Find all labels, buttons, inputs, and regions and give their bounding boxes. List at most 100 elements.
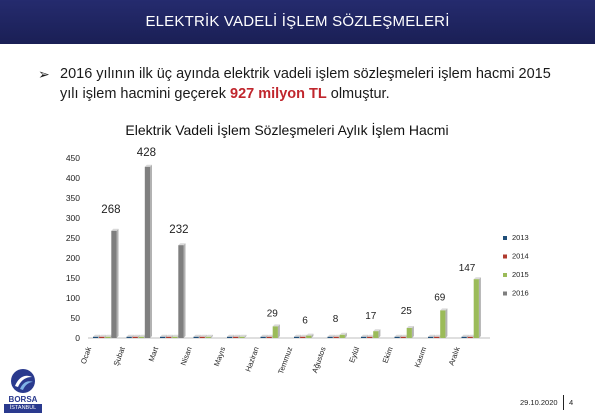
bar-2013-Nisan: [193, 336, 199, 338]
x-tick-label: Temmuz: [276, 345, 294, 375]
bar-top: [105, 334, 113, 337]
legend-swatch-2016: [503, 291, 507, 296]
legend-swatch-2015: [503, 273, 507, 277]
bar-2016-Şubat: [144, 166, 150, 338]
bar-shadow: [137, 334, 140, 338]
data-label: 8: [333, 314, 339, 325]
x-tick-label: Mart: [147, 345, 161, 363]
slide-title-bar: ELEKTRİK VADELİ İŞLEM SÖZLEŞMELERİ: [0, 0, 595, 44]
logo-subtext: İSTANBUL: [4, 404, 42, 413]
bullet-text-before: 2016 yılının ilk üç ayında elektrik vade…: [60, 66, 551, 102]
bar-shadow: [344, 332, 347, 338]
bar-top: [233, 334, 241, 337]
legend-swatch-2014: [503, 254, 507, 259]
bar-shadow: [150, 164, 152, 338]
bar-shadow: [299, 334, 302, 338]
y-tick-label: 450: [66, 153, 80, 163]
x-tick-label: Ocak: [79, 345, 94, 365]
bar-2015-Nisan: [205, 336, 211, 338]
bar-top: [111, 228, 119, 231]
bar-2014-Aralık: [467, 336, 473, 338]
bar-2014-Şubat: [132, 336, 138, 338]
bar-top: [428, 334, 436, 337]
bullet-highlight: 927 milyon TL: [230, 86, 327, 102]
bar-shadow: [366, 334, 369, 338]
legend-label: 2015: [512, 270, 529, 279]
data-label: 69: [434, 292, 446, 303]
bar-top: [227, 334, 235, 337]
page-number: 4: [569, 398, 574, 407]
bar-top: [160, 334, 168, 337]
y-tick-label: 350: [66, 193, 80, 203]
legend-label: 2014: [512, 252, 529, 261]
bar-shadow: [116, 228, 119, 338]
bar-top: [178, 243, 186, 246]
bar-shadow: [466, 334, 469, 338]
summary-bullet: ➢ 2016 yılının ilk üç ayında elektrik va…: [38, 64, 568, 104]
bar-shadow: [433, 334, 436, 338]
bar-2014-Nisan: [199, 336, 205, 338]
bar-2015-Mayıs: [239, 336, 245, 338]
bar-2013-Mart: [160, 336, 166, 338]
bar-2013-Ağustos: [327, 336, 333, 338]
bar-2015-Şubat: [138, 336, 144, 338]
legend-label: 2016: [512, 289, 529, 298]
bar-2013-Temmuz: [294, 336, 300, 338]
bar-top: [193, 334, 201, 337]
bar-shadow: [445, 308, 448, 338]
bar-top: [373, 329, 381, 332]
bar-2014-Kasım: [434, 336, 440, 338]
bar-top: [138, 334, 146, 337]
bar-top: [239, 334, 247, 337]
y-tick-label: 400: [66, 173, 80, 183]
bar-shadow: [399, 334, 402, 338]
bullet-text-after: olmuştur.: [326, 86, 390, 102]
bar-shadow: [232, 334, 235, 338]
bar-shadow: [478, 277, 481, 338]
bar-shadow: [311, 333, 314, 338]
bar-top: [205, 334, 213, 337]
bar-top: [272, 324, 280, 327]
bar-top: [166, 334, 174, 337]
bar-top: [99, 334, 107, 337]
bar-top: [361, 334, 369, 337]
legend-swatch-2013: [503, 236, 507, 240]
bar-top: [132, 334, 140, 337]
bar-top: [260, 334, 268, 337]
bar-2016-Mart: [178, 245, 184, 338]
bar-2014-Ekim: [400, 336, 406, 338]
bullet-text: 2016 yılının ilk üç ayında elektrik vade…: [38, 64, 568, 104]
bar-2014-Ağustos: [333, 336, 339, 338]
x-tick-label: Ağustos: [310, 345, 328, 374]
bar-2013-Ocak: [93, 336, 99, 338]
bar-top: [144, 164, 152, 167]
bar-2015-Aralık: [473, 279, 479, 338]
bar-top: [333, 334, 341, 337]
bar-shadow: [171, 334, 174, 338]
bar-top: [467, 334, 475, 337]
x-tick-label: Nisan: [179, 346, 194, 367]
bar-shadow: [131, 334, 134, 338]
bar-top: [473, 277, 481, 280]
y-tick-label: 50: [71, 313, 81, 323]
bar-shadow: [204, 334, 207, 338]
data-label: 25: [401, 306, 413, 317]
bar-shadow: [165, 334, 168, 338]
bar-2014-Mart: [166, 336, 172, 338]
slide-title: ELEKTRİK VADELİ İŞLEM SÖZLEŞMELERİ: [145, 12, 450, 30]
bar-shadow: [265, 334, 268, 338]
bar-top: [300, 334, 308, 337]
bar-shadow: [378, 329, 381, 338]
bar-top: [294, 334, 302, 337]
bar-2015-Kasım: [440, 310, 446, 338]
bar-2013-Kasım: [428, 336, 434, 338]
footer-date: 29.10.2020: [520, 398, 558, 407]
y-tick-label: 200: [66, 253, 80, 263]
bar-shadow: [183, 243, 186, 338]
bar-2015-Temmuz: [306, 335, 312, 338]
x-tick-label: Mayıs: [212, 345, 227, 367]
data-label: 268: [101, 204, 120, 216]
bar-top: [394, 334, 402, 337]
borsa-istanbul-logo: [4, 368, 42, 412]
bar-2016-Ocak: [111, 230, 117, 338]
